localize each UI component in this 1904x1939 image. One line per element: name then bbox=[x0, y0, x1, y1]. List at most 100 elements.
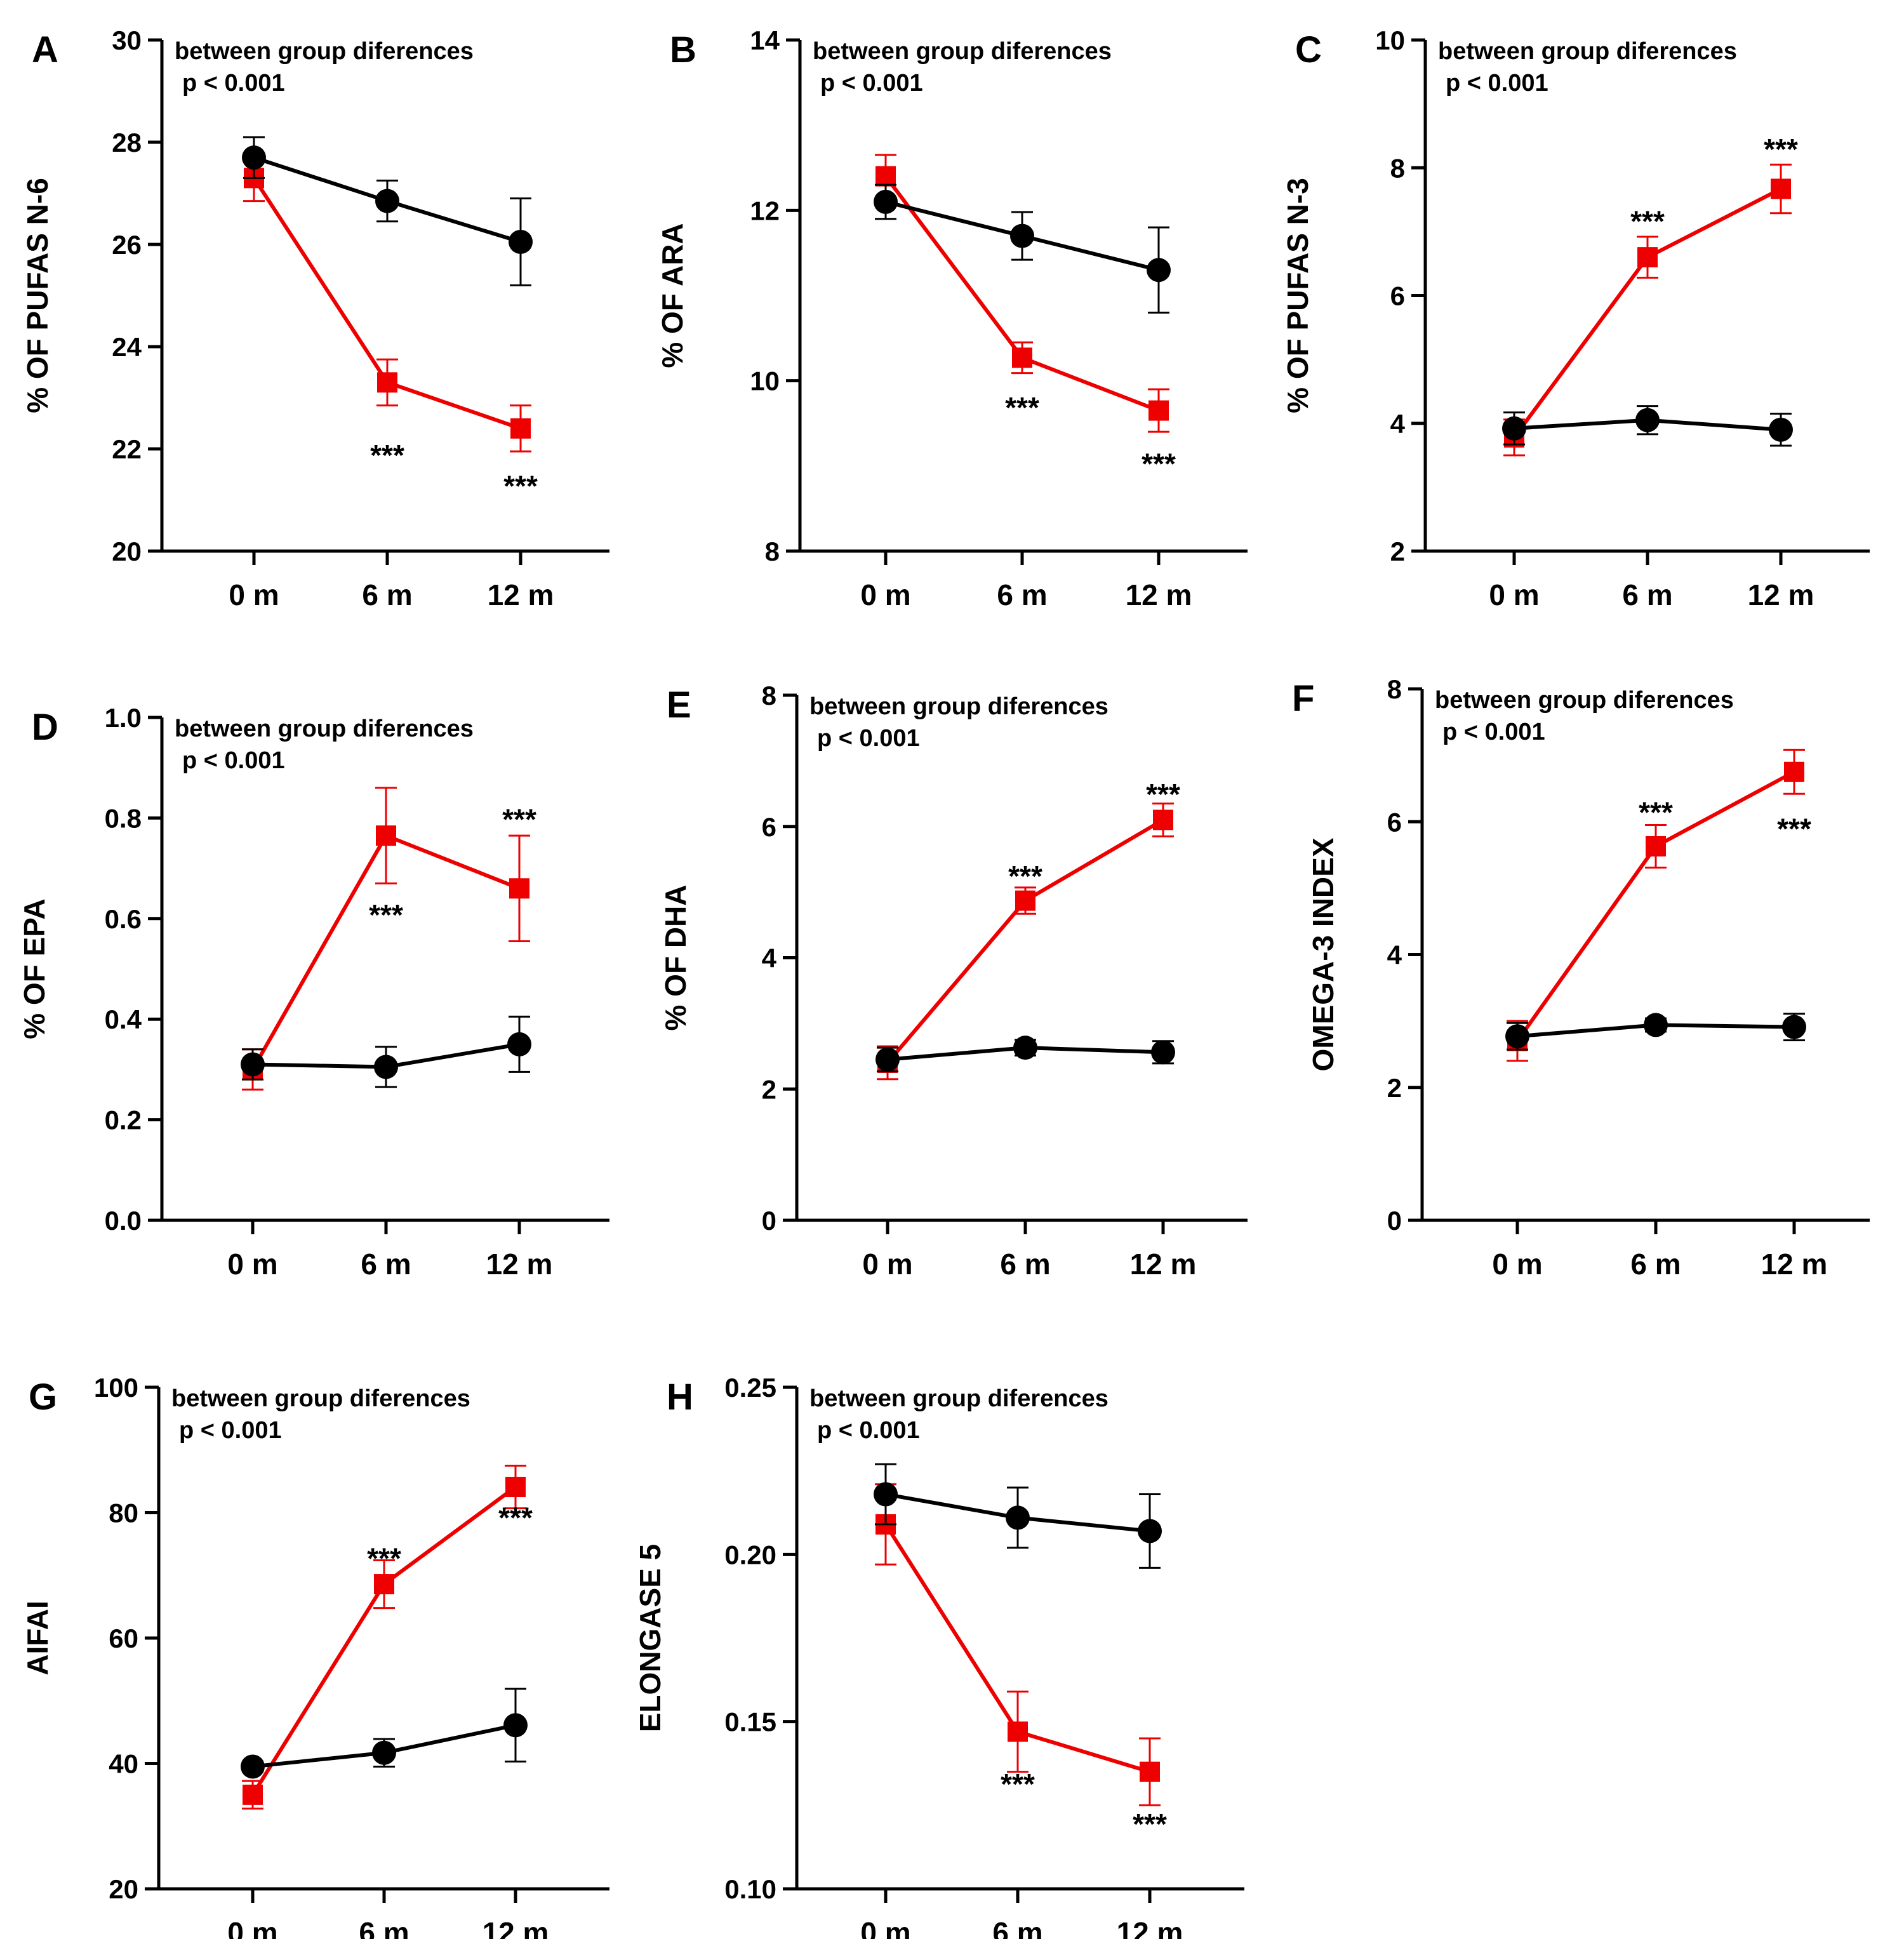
y-tick-label: 10 bbox=[1375, 25, 1405, 55]
x-tick-label: 12 m bbox=[483, 1916, 549, 1939]
y-tick-label: 0.2 bbox=[105, 1105, 142, 1135]
y-tick-label: 0.15 bbox=[724, 1707, 776, 1737]
y-tick-label: 0 bbox=[1387, 1206, 1402, 1236]
y-tick-label: 100 bbox=[94, 1373, 138, 1403]
significance-marker: *** bbox=[498, 1501, 533, 1534]
y-tick-label: 12 bbox=[750, 196, 780, 225]
p-value-annotation: p < 0.001 bbox=[179, 1417, 282, 1444]
y-tick-label: 6 bbox=[1390, 281, 1405, 311]
y-tick-label: 0.25 bbox=[724, 1373, 776, 1403]
data-point-square bbox=[1771, 178, 1791, 199]
data-point-square bbox=[377, 372, 397, 393]
data-point-square bbox=[1646, 836, 1666, 856]
y-tick-label: 4 bbox=[1387, 940, 1402, 970]
series-control bbox=[241, 1688, 528, 1779]
y-tick-label: 60 bbox=[109, 1623, 138, 1653]
group-difference-annotation: between group diferences bbox=[809, 693, 1108, 720]
y-tick-label: 6 bbox=[1387, 807, 1402, 837]
significance-marker: *** bbox=[1764, 133, 1798, 166]
series-treatment bbox=[242, 1464, 526, 1810]
significance-marker: *** bbox=[1639, 796, 1673, 829]
data-point-circle bbox=[242, 145, 266, 170]
significance-marker: *** bbox=[1146, 778, 1180, 811]
data-point-circle bbox=[1151, 1040, 1175, 1065]
p-value-annotation: p < 0.001 bbox=[817, 725, 920, 752]
significance-marker: *** bbox=[502, 803, 536, 836]
significance-marker: *** bbox=[367, 1542, 401, 1575]
panel-label: H bbox=[667, 1376, 693, 1418]
panel-f: F 0 2 4 6 8 0 m 6 m 12 m OMEGA-3 INDEX between gro… bbox=[1292, 674, 1870, 1281]
data-point-circle bbox=[509, 229, 533, 254]
x-tick-label: 0 m bbox=[227, 1248, 277, 1281]
y-tick-label: 0.4 bbox=[105, 1004, 142, 1034]
data-point-square bbox=[510, 418, 531, 439]
data-point-circle bbox=[1013, 1036, 1037, 1060]
series-control bbox=[1502, 405, 1793, 447]
x-tick-label: 6 m bbox=[1000, 1248, 1050, 1281]
series-line-treatment bbox=[886, 818, 1164, 1064]
series-control bbox=[241, 1015, 531, 1088]
p-value-annotation: p < 0.001 bbox=[1446, 70, 1548, 97]
x-tick-label: 6 m bbox=[362, 578, 412, 611]
y-tick-label: 20 bbox=[112, 536, 142, 566]
x-tick-label: 0 m bbox=[229, 578, 279, 611]
y-tick-label: 24 bbox=[112, 332, 142, 362]
y-tick-label: 80 bbox=[109, 1498, 138, 1528]
data-point-square bbox=[1012, 347, 1032, 368]
significance-marker: *** bbox=[1001, 1768, 1035, 1801]
data-point-square bbox=[1637, 247, 1658, 268]
y-tick-label: 6 bbox=[762, 812, 776, 842]
group-difference-annotation: between group diferences bbox=[809, 1385, 1108, 1412]
x-tick-label: 0 m bbox=[227, 1916, 277, 1939]
data-point-circle bbox=[1635, 408, 1660, 432]
data-point-circle bbox=[875, 1047, 900, 1072]
y-tick-label: 8 bbox=[1387, 674, 1402, 704]
data-point-circle bbox=[241, 1754, 265, 1779]
y-tick-label: 0.8 bbox=[105, 803, 142, 833]
data-point-square bbox=[1008, 1721, 1028, 1742]
x-tick-label: 6 m bbox=[997, 578, 1047, 611]
p-value-annotation: p < 0.001 bbox=[817, 1417, 920, 1444]
series-control bbox=[875, 1036, 1175, 1072]
panel-e: E 0 2 4 6 8 0 m 6 m 12 m % OF DHA between group di… bbox=[659, 681, 1248, 1281]
group-difference-annotation: between group diferences bbox=[175, 716, 474, 742]
panel-d: D 0.0 0.2 0.4 0.6 0.8 1.0 0 m 6 m 12 m % OF EPA bet… bbox=[18, 703, 609, 1281]
y-tick-label: 1.0 bbox=[105, 703, 142, 733]
y-tick-label: 0.0 bbox=[105, 1206, 142, 1236]
x-tick-label: 0 m bbox=[860, 1916, 910, 1939]
x-tick-label: 6 m bbox=[359, 1916, 409, 1939]
y-tick-label: 8 bbox=[1390, 153, 1405, 183]
panel-a: A 20 22 24 26 28 30 0 m 6 m 12 m % OF PUFAS N-6 bet… bbox=[21, 25, 609, 611]
y-tick-label: 4 bbox=[1390, 409, 1406, 439]
data-point-circle bbox=[1782, 1015, 1806, 1039]
panel-label: C bbox=[1295, 29, 1322, 70]
significance-marker: *** bbox=[1142, 447, 1176, 480]
y-tick-label: 26 bbox=[112, 230, 142, 260]
data-point-circle bbox=[1502, 416, 1526, 441]
panel-label: A bbox=[32, 29, 58, 70]
significance-marker: *** bbox=[1133, 1808, 1167, 1841]
data-point-square bbox=[1784, 761, 1804, 782]
x-tick-label: 0 m bbox=[1492, 1248, 1542, 1281]
y-axis-label: ELONGASE 5 bbox=[634, 1544, 667, 1733]
panel-h: H 0.10 0.15 0.20 0.25 0 m 6 m 12 m ELONGASE 5 bet… bbox=[634, 1373, 1244, 1939]
y-axis-label: AIFAI bbox=[21, 1601, 54, 1676]
data-point-square bbox=[243, 1784, 263, 1805]
y-tick-label: 28 bbox=[112, 128, 142, 157]
x-tick-label: 12 m bbox=[488, 578, 554, 611]
y-axis-label: % OF ARA bbox=[656, 223, 689, 368]
panel-g: G 20 40 60 80 100 0 m 6 m 12 m AIFAI between group… bbox=[21, 1373, 609, 1939]
significance-marker: *** bbox=[1008, 860, 1042, 893]
data-point-circle bbox=[1010, 223, 1034, 248]
x-tick-label: 0 m bbox=[862, 1248, 912, 1281]
y-tick-label: 40 bbox=[109, 1749, 138, 1779]
panel-label: F bbox=[1292, 678, 1314, 719]
data-point-square bbox=[1148, 400, 1169, 421]
y-axis-label: % OF PUFAS N-6 bbox=[21, 178, 54, 413]
data-point-circle bbox=[503, 1713, 528, 1738]
data-point-square bbox=[875, 166, 896, 187]
data-point-square bbox=[376, 825, 396, 846]
series-control bbox=[874, 183, 1171, 314]
significance-marker: *** bbox=[370, 439, 404, 472]
p-value-annotation: p < 0.001 bbox=[820, 70, 923, 97]
